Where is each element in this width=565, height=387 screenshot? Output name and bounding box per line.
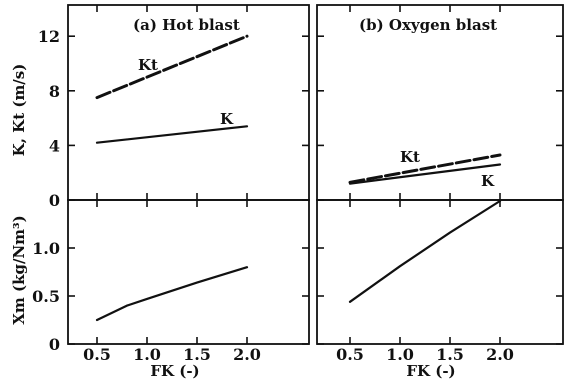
series-label-kt: Kt — [400, 148, 420, 166]
series-line-xm-bottom-right — [348, 199, 502, 303]
x-tick-label: 1.0 — [386, 345, 414, 364]
panel-frame-top-left — [67, 4, 310, 201]
y-axis-label-top: K, Kt (m/s) — [10, 64, 28, 157]
x-tick-label: 2.0 — [486, 345, 514, 364]
x-tick-label: 0.5 — [83, 345, 111, 364]
y-tick-label: 0 — [49, 335, 60, 354]
series-label-k: K — [220, 110, 234, 128]
series-label-k: K — [481, 172, 495, 190]
panel-title-oxygen-blast: (b) Oxygen blast — [359, 16, 497, 34]
y-tick-label: 0.5 — [32, 287, 60, 306]
x-tick-label: 1.5 — [436, 345, 464, 364]
y-tick-label: 4 — [49, 136, 60, 155]
series-line-k-top-right — [348, 163, 502, 185]
x-tick-label: 1.0 — [133, 345, 161, 364]
series-label-kt: Kt — [138, 56, 158, 74]
x-axis-label-left: FK (-) — [150, 362, 199, 380]
panel-frame-bottom-right — [316, 199, 564, 345]
y-axis-label-bottom: Xm (kg/Nm³) — [10, 215, 28, 324]
panel-frame-top-right — [316, 4, 564, 201]
series-line-kt-top-right — [348, 153, 502, 184]
panel-title-hot-blast: (a) Hot blast — [133, 16, 240, 34]
x-tick-label: 0.5 — [336, 345, 364, 364]
series-line-xm-bottom-left — [95, 266, 249, 322]
y-tick-label: 12 — [38, 27, 60, 46]
panel-frame-bottom-left — [67, 199, 310, 345]
y-tick-label: 1.0 — [32, 239, 60, 258]
chart-marks: 0 4 8 12 Kt K Kt K 0 0.5 1.0 0.5 1.0 1.5 2.0 0.5 1.0 1.5 2… — [32, 5, 563, 364]
x-axis-label-right: FK (-) — [406, 362, 455, 380]
series-line-k-top-left — [95, 125, 249, 144]
x-tick-label: 1.5 — [183, 345, 211, 364]
y-tick-label: 0 — [49, 191, 60, 210]
y-tick-label: 8 — [49, 82, 60, 101]
x-tick-label: 2.0 — [233, 345, 261, 364]
series-line-kt-top-left — [95, 34, 249, 100]
